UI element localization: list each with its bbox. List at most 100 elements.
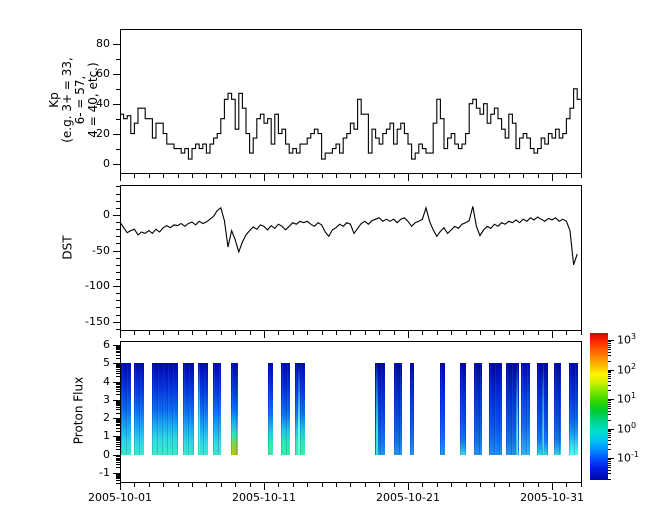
x-minor-tick bbox=[278, 331, 280, 335]
y-log-minor-tick bbox=[116, 388, 120, 390]
x-minor-tick bbox=[192, 483, 193, 487]
x-minor-tick bbox=[422, 483, 424, 487]
x-minor-tick bbox=[134, 174, 136, 178]
dst-y-tick-label: -100 bbox=[85, 279, 110, 293]
colorbar-minor-tick bbox=[608, 419, 611, 421]
flux-band bbox=[536, 363, 548, 456]
y-minor-tick bbox=[116, 88, 120, 90]
y-log-minor-tick bbox=[116, 405, 120, 407]
x-minor-tick bbox=[451, 331, 453, 335]
y-log-minor-tick bbox=[116, 437, 120, 439]
y-log-minor-tick bbox=[116, 365, 120, 367]
colorbar-minor-tick bbox=[608, 372, 611, 374]
x-minor-tick bbox=[177, 331, 179, 335]
x-minor-tick bbox=[148, 483, 150, 487]
colorbar-minor-tick bbox=[608, 410, 611, 412]
y-log-minor-tick bbox=[116, 464, 120, 466]
y-major-tick bbox=[113, 321, 120, 323]
y-log-minor-tick bbox=[116, 441, 120, 443]
flux-band-streak bbox=[298, 363, 301, 455]
y-major-tick bbox=[113, 163, 120, 165]
colorbar-minor-tick bbox=[608, 469, 611, 471]
pf-y-tick-label: 1 bbox=[103, 429, 110, 443]
y-log-minor-tick bbox=[116, 425, 120, 427]
y-minor-tick bbox=[116, 58, 120, 60]
y-log-minor-tick bbox=[116, 430, 120, 432]
colorbar-major-tick bbox=[608, 399, 614, 400]
pf-y-tick-label: 2 bbox=[103, 411, 110, 425]
y-log-minor-tick bbox=[116, 376, 120, 378]
y-log-minor-tick bbox=[116, 458, 120, 460]
flux-band bbox=[197, 363, 208, 456]
x-minor-tick bbox=[580, 174, 582, 178]
x-minor-tick bbox=[163, 174, 165, 178]
x-minor-tick bbox=[364, 331, 366, 335]
flux-band bbox=[151, 363, 178, 456]
x-minor-tick bbox=[508, 331, 510, 335]
x-minor-tick bbox=[177, 174, 179, 178]
colorbar-major-tick bbox=[608, 458, 614, 459]
pf-y-tick-label: -1 bbox=[99, 465, 110, 479]
x-minor-tick bbox=[206, 331, 208, 335]
y-log-minor-tick bbox=[116, 419, 120, 421]
y-log-minor-tick bbox=[116, 385, 120, 387]
x-minor-tick bbox=[494, 483, 496, 487]
y-minor-tick bbox=[116, 264, 120, 266]
x-minor-tick bbox=[249, 483, 251, 487]
y-major-tick bbox=[113, 472, 120, 474]
x-major-tick bbox=[408, 331, 410, 338]
flux-band bbox=[374, 363, 386, 456]
kp-line-chart bbox=[120, 88, 581, 160]
colorbar-minor-tick bbox=[608, 464, 611, 466]
x-minor-tick bbox=[566, 483, 568, 487]
flux-band bbox=[553, 363, 561, 456]
x-minor-tick bbox=[235, 331, 237, 335]
x-minor-tick bbox=[379, 483, 381, 487]
x-minor-tick bbox=[220, 174, 222, 178]
y-minor-tick bbox=[116, 300, 120, 302]
x-minor-tick bbox=[436, 174, 438, 178]
x-minor-tick bbox=[393, 174, 395, 178]
x-minor-tick bbox=[278, 174, 280, 178]
x-major-tick bbox=[552, 331, 554, 338]
y-major-tick bbox=[113, 381, 120, 383]
x-major-tick bbox=[264, 331, 265, 338]
x-minor-tick bbox=[321, 331, 323, 335]
dst-y-tick-label: 0 bbox=[103, 207, 110, 221]
y-log-minor-tick bbox=[116, 477, 120, 478]
y-log-minor-tick bbox=[116, 461, 120, 463]
x-major-tick bbox=[120, 174, 121, 181]
x-minor-tick bbox=[537, 174, 539, 178]
y-log-minor-tick bbox=[116, 445, 120, 447]
pf-y-tick-label: 4 bbox=[103, 374, 110, 388]
x-minor-tick bbox=[480, 483, 482, 487]
x-minor-tick bbox=[393, 331, 395, 335]
colorbar-minor-tick bbox=[608, 346, 611, 348]
y-log-minor-tick bbox=[116, 368, 120, 370]
y-log-minor-tick bbox=[116, 387, 120, 389]
colorbar-minor-tick bbox=[608, 437, 611, 439]
y-major-tick bbox=[113, 250, 120, 252]
x-minor-tick bbox=[580, 331, 582, 335]
x-major-tick bbox=[120, 483, 121, 490]
x-minor-tick bbox=[508, 174, 510, 178]
x-minor-tick bbox=[523, 174, 525, 178]
y-major-tick bbox=[113, 73, 120, 75]
flux-band-streak bbox=[198, 363, 201, 455]
y-major-tick bbox=[113, 363, 120, 365]
flux-band bbox=[393, 363, 403, 456]
y-minor-tick bbox=[116, 314, 120, 316]
y-minor-tick bbox=[116, 236, 120, 238]
x-minor-tick bbox=[393, 483, 395, 487]
flux-band bbox=[212, 363, 222, 456]
y-log-minor-tick bbox=[116, 480, 120, 482]
x-minor-tick bbox=[307, 174, 309, 178]
y-minor-tick bbox=[116, 328, 120, 330]
x-minor-tick bbox=[163, 483, 165, 487]
colorbar-major-tick bbox=[608, 428, 614, 430]
y-log-minor-tick bbox=[116, 420, 120, 422]
colorbar-minor-tick bbox=[608, 429, 611, 431]
y-minor-tick bbox=[116, 279, 120, 280]
y-log-minor-tick bbox=[116, 482, 120, 484]
colorbar-tick-label: 102 bbox=[617, 361, 637, 377]
